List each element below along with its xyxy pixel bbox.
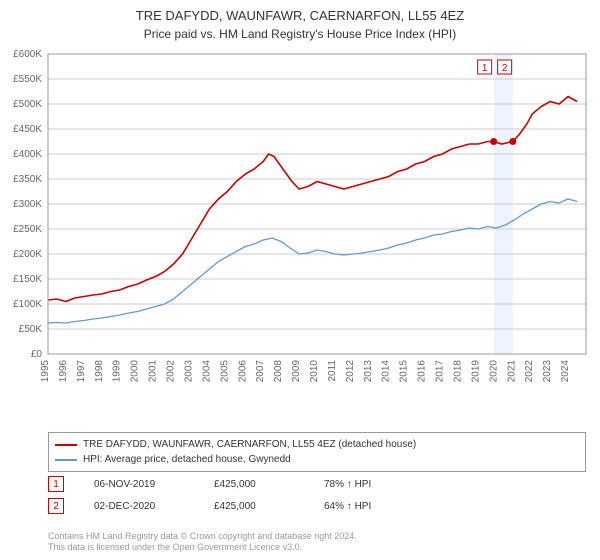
x-tick-label: 1995 — [40, 360, 51, 383]
footer-note: Contains HM Land Registry data © Crown c… — [48, 531, 357, 554]
x-tick-label: 2022 — [524, 360, 535, 383]
y-tick-label: £50K — [19, 324, 43, 335]
y-tick-label: £200K — [13, 249, 42, 260]
sale-marker-dot-1 — [490, 138, 497, 145]
y-tick-label: £0 — [31, 349, 43, 360]
x-tick-label: 2002 — [166, 360, 177, 383]
legend: TRE DAFYDD, WAUNFAWR, CAERNARFON, LL55 4… — [48, 432, 586, 472]
chart-subtitle: Price paid vs. HM Land Registry's House … — [0, 27, 600, 41]
sale-marker-dot-2 — [509, 138, 516, 145]
legend-swatch-2 — [55, 459, 77, 461]
sale-marker-id-2: 2 — [502, 63, 508, 74]
x-tick-label: 2006 — [237, 360, 248, 383]
x-tick-label: 2000 — [130, 360, 141, 383]
y-tick-label: £500K — [13, 99, 42, 110]
legend-item-2: HPI: Average price, detached house, Gwyn… — [55, 452, 579, 467]
legend-label-2: HPI: Average price, detached house, Gwyn… — [83, 452, 291, 467]
y-tick-label: £550K — [13, 74, 42, 85]
x-tick-label: 1999 — [112, 360, 123, 383]
sale-date-1: 06-NOV-2019 — [94, 479, 184, 490]
x-tick-label: 2020 — [488, 360, 499, 383]
y-tick-label: £400K — [13, 149, 42, 160]
sale-marker-1: 1 — [48, 476, 64, 492]
y-tick-label: £600K — [13, 49, 42, 60]
sale-row-2: 2 02-DEC-2020 £425,000 64% ↑ HPI — [48, 498, 371, 514]
y-tick-label: £250K — [13, 224, 42, 235]
footer-line-1: Contains HM Land Registry data © Crown c… — [48, 531, 357, 543]
chart-svg: £0£50K£100K£150K£200K£250K£300K£350K£400… — [48, 50, 586, 390]
x-tick-label: 2021 — [506, 360, 517, 383]
sale-marker-2: 2 — [48, 498, 64, 514]
x-tick-label: 1996 — [58, 360, 69, 383]
x-tick-label: 2023 — [542, 360, 553, 383]
sale-delta-2: 64% ↑ HPI — [324, 501, 371, 512]
x-tick-label: 2009 — [291, 360, 302, 383]
x-tick-label: 2016 — [417, 360, 428, 383]
footer-line-2: This data is licensed under the Open Gov… — [48, 542, 357, 554]
x-tick-label: 1998 — [94, 360, 105, 383]
x-tick-label: 2012 — [345, 360, 356, 383]
sale-price-1: £425,000 — [214, 479, 294, 490]
x-tick-label: 2001 — [148, 360, 159, 383]
sale-price-2: £425,000 — [214, 501, 294, 512]
chart-title: TRE DAFYDD, WAUNFAWR, CAERNARFON, LL55 4… — [0, 8, 600, 25]
x-tick-label: 2024 — [560, 360, 571, 383]
sale-delta-1: 78% ↑ HPI — [324, 479, 371, 490]
legend-swatch-1 — [55, 444, 77, 446]
legend-item-1: TRE DAFYDD, WAUNFAWR, CAERNARFON, LL55 4… — [55, 437, 579, 452]
y-tick-label: £300K — [13, 199, 42, 210]
chart-container: TRE DAFYDD, WAUNFAWR, CAERNARFON, LL55 4… — [0, 0, 600, 560]
x-tick-label: 2003 — [183, 360, 194, 383]
x-tick-label: 2011 — [327, 360, 338, 382]
x-tick-label: 2010 — [309, 360, 320, 383]
y-tick-label: £150K — [13, 274, 42, 285]
legend-label-1: TRE DAFYDD, WAUNFAWR, CAERNARFON, LL55 4… — [83, 437, 416, 452]
x-tick-label: 2008 — [273, 360, 284, 383]
sale-row-1: 1 06-NOV-2019 £425,000 78% ↑ HPI — [48, 476, 371, 492]
y-tick-label: £100K — [13, 299, 42, 310]
x-tick-label: 2013 — [363, 360, 374, 383]
x-tick-label: 2014 — [381, 360, 392, 383]
x-tick-label: 2007 — [255, 360, 266, 383]
x-tick-label: 2017 — [435, 360, 446, 383]
y-tick-label: £450K — [13, 124, 42, 135]
x-tick-label: 2004 — [201, 360, 212, 383]
title-block: TRE DAFYDD, WAUNFAWR, CAERNARFON, LL55 4… — [0, 0, 600, 41]
y-tick-label: £350K — [13, 174, 42, 185]
x-tick-label: 2019 — [470, 360, 481, 383]
x-tick-label: 2015 — [399, 360, 410, 383]
x-tick-label: 2005 — [219, 360, 230, 383]
sale-marker-id-1: 1 — [482, 63, 488, 74]
sale-date-2: 02-DEC-2020 — [94, 501, 184, 512]
x-tick-label: 1997 — [76, 360, 87, 383]
x-tick-label: 2018 — [452, 360, 463, 383]
